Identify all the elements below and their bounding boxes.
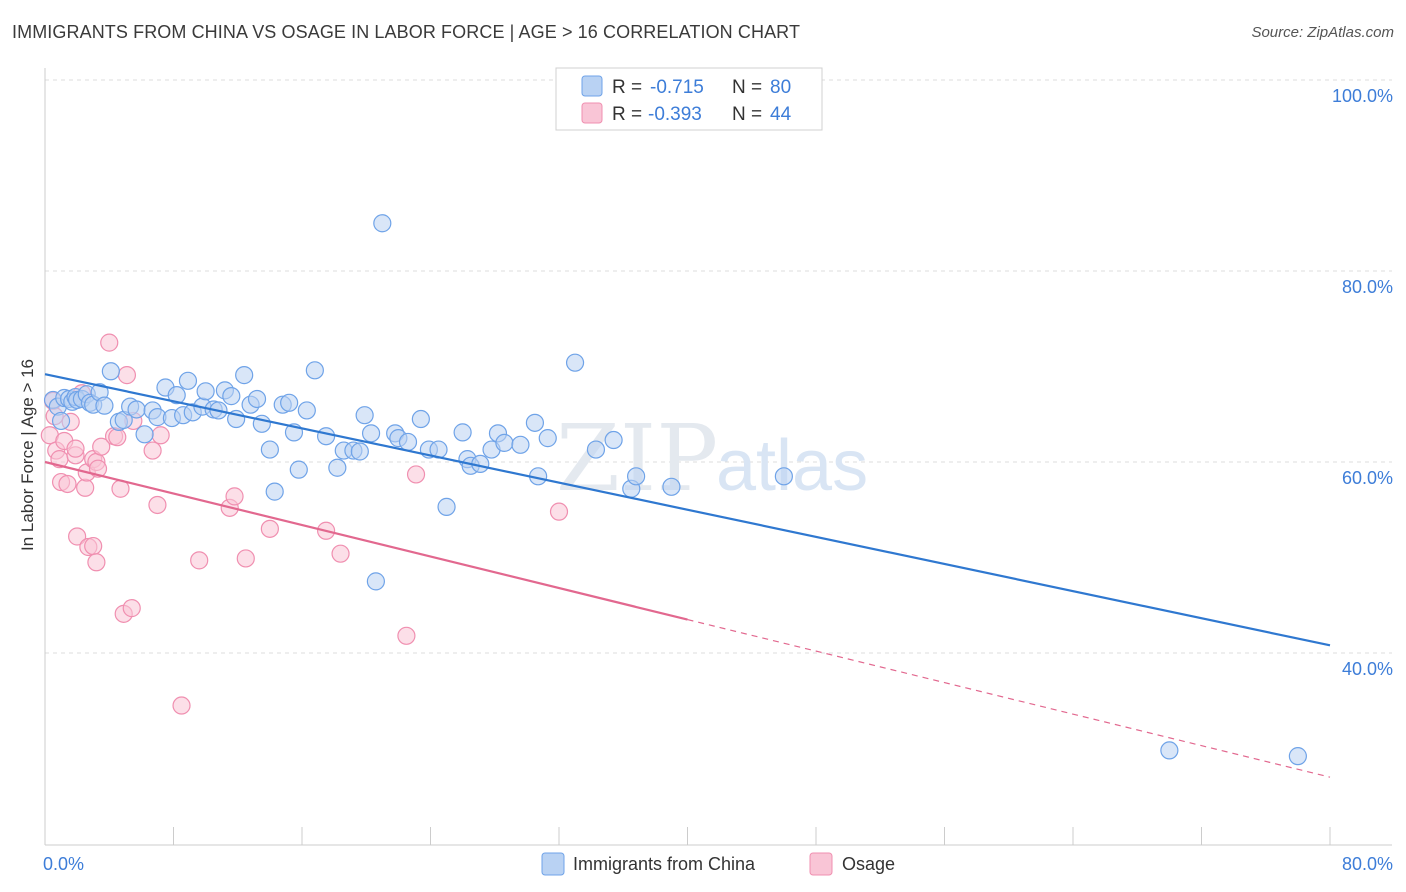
data-point-china (626, 467, 646, 486)
data-point-china (260, 440, 279, 459)
data-point-china (366, 572, 385, 591)
data-point-china (350, 442, 369, 461)
data-point-china (305, 361, 324, 380)
data-point-china (1160, 741, 1179, 760)
bottom-legend-label-osage: Osage (842, 854, 895, 874)
y-tick-label: 100.0% (1332, 86, 1393, 106)
trend-line-osage-extension (687, 618, 1331, 778)
data-point-osage (108, 428, 127, 447)
data-point-osage (260, 519, 279, 538)
data-point-osage (406, 465, 426, 484)
data-point-china (604, 430, 623, 450)
data-point-osage (92, 437, 111, 456)
data-point-china (525, 413, 545, 432)
legend-n-value-osage: 44 (770, 104, 792, 125)
data-point-osage (122, 599, 141, 618)
data-point-osage (148, 495, 167, 515)
data-point-china (355, 406, 374, 425)
y-tick-label: 60.0% (1342, 468, 1393, 488)
data-point-china (265, 482, 284, 501)
chart-title: IMMIGRANTS FROM CHINA VS OSAGE IN LABOR … (12, 22, 801, 42)
trend-line-china (44, 373, 1331, 647)
data-point-osage (225, 487, 244, 506)
data-point-china (297, 401, 316, 420)
legend-r-value-china: -0.715 (650, 77, 704, 98)
legend-n-label-osage: N = (732, 104, 762, 125)
data-point-china (101, 362, 120, 381)
watermark-zip: ZIP (556, 405, 718, 512)
data-point-osage (87, 553, 106, 572)
data-point-osage (151, 426, 170, 445)
data-point-osage (117, 365, 137, 385)
data-point-osage (66, 439, 85, 458)
legend-swatch-osage (581, 102, 603, 124)
trend-line-osage (44, 460, 688, 621)
data-point-osage (236, 549, 255, 568)
data-point-china (1288, 747, 1307, 766)
data-point-osage (549, 502, 569, 521)
legend-r-label-china: R = (612, 77, 642, 98)
data-point-china (316, 427, 336, 446)
data-point-china (95, 396, 114, 415)
data-point-china (586, 440, 606, 459)
data-point-china (398, 432, 418, 452)
data-point-osage (143, 441, 162, 460)
trend-lines (44, 373, 1331, 778)
data-point-china (222, 387, 241, 406)
bottom-legend-swatch-china (541, 852, 565, 876)
data-point-osage (68, 527, 87, 546)
data-point-china (774, 467, 793, 486)
data-point-china (437, 497, 456, 516)
data-point-osage (172, 696, 191, 715)
data-point-china (361, 424, 381, 443)
data-point-china (565, 353, 585, 372)
legend-r-label-osage: R = (612, 104, 642, 125)
data-point-china (662, 477, 681, 496)
data-point-china (196, 382, 215, 401)
data-point-osage (84, 536, 103, 556)
data-point-osage (397, 626, 416, 645)
data-point-osage (76, 478, 95, 497)
data-point-china (411, 409, 430, 429)
data-point-china (328, 458, 347, 477)
data-point-osage (190, 551, 209, 570)
data-point-china (373, 214, 392, 233)
bottom-legend: Immigrants from China Osage (541, 852, 895, 876)
watermark-atlas: atlas (716, 426, 868, 506)
data-point-osage (58, 474, 77, 494)
source-label: Source: ZipAtlas.com (1251, 24, 1394, 41)
data-point-china (453, 423, 472, 442)
watermark: ZIP atlas (556, 405, 868, 512)
legend-swatch-china (581, 75, 603, 97)
legend-n-label-china: N = (732, 77, 762, 98)
data-point-china (495, 433, 514, 452)
data-point-china (51, 411, 71, 431)
y-tick-label: 80.0% (1342, 277, 1393, 297)
legend-r-value-osage: -0.393 (648, 104, 702, 125)
data-point-china (135, 425, 154, 444)
data-point-osage (331, 544, 350, 563)
data-point-osage (100, 333, 119, 352)
x-tick-label: 0.0% (43, 854, 84, 874)
legend-n-value-china: 80 (770, 77, 791, 98)
data-point-china (538, 429, 557, 448)
data-point-china (127, 400, 146, 419)
data-point-china (289, 460, 308, 479)
data-point-china (167, 386, 186, 405)
x-tick-label: 80.0% (1342, 854, 1393, 874)
tick-labels: 100.0% 80.0% 60.0% 40.0% 0.0% 80.0% (43, 86, 1393, 874)
data-point-china (511, 435, 530, 454)
data-point-china (235, 365, 254, 385)
legend: R = -0.715 N = 80 R = -0.393 N = 44 (555, 67, 823, 131)
bottom-legend-swatch-osage (809, 852, 833, 876)
data-point-china (178, 371, 198, 390)
data-points (40, 214, 1307, 766)
axes (44, 68, 1392, 846)
bottom-legend-label-china: Immigrants from China (573, 854, 756, 874)
data-point-china (247, 389, 267, 409)
y-tick-label: 40.0% (1342, 659, 1393, 679)
data-point-china (280, 393, 299, 412)
